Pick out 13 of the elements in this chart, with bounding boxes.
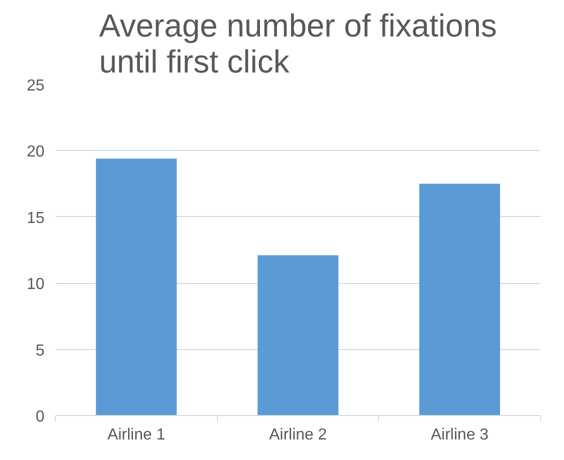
y-tick-label: 15	[26, 210, 45, 227]
bar	[96, 158, 177, 416]
chart-title: Average number of fixations until first click	[99, 8, 497, 80]
bar	[258, 255, 338, 416]
y-tick-label: 0	[36, 408, 45, 426]
y-tick-label: 5	[36, 342, 45, 360]
y-tick-label: 25	[26, 78, 45, 94]
x-tick-label: Airline 1	[107, 426, 166, 444]
y-tick-label: 20	[26, 144, 45, 161]
bar	[419, 184, 500, 416]
x-tick-label: Airline 3	[430, 426, 489, 444]
y-tick-label: 10	[26, 276, 45, 294]
x-tick-label: Airline 2	[269, 426, 328, 444]
